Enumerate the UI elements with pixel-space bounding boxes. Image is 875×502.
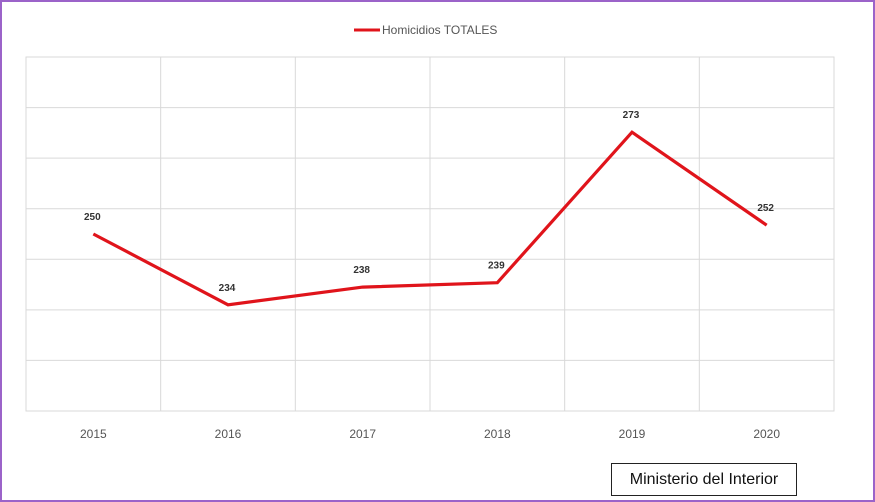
chart-legend: Homicidios TOTALES (354, 23, 497, 37)
data-label: 252 (757, 203, 774, 214)
data-label: 250 (84, 212, 101, 223)
x-tick-label: 2020 (753, 427, 780, 441)
x-tick-label: 2019 (619, 427, 646, 441)
data-label: 273 (623, 110, 640, 121)
x-tick-label: 2017 (349, 427, 376, 441)
x-tick-label: 2015 (80, 427, 107, 441)
data-label: 234 (219, 283, 236, 294)
data-label: 238 (353, 265, 370, 276)
series-group (92, 130, 768, 307)
x-tick-label: 2016 (215, 427, 242, 441)
data-labels: 250 234 238 239 273 252 (84, 110, 774, 294)
data-label: 239 (488, 261, 505, 272)
x-tick-label: 2018 (484, 427, 511, 441)
chart-grid (25, 56, 835, 412)
series-line (92, 130, 768, 307)
x-tick-labels: 2015 2016 2017 2018 2019 2020 (80, 427, 780, 441)
legend-label: Homicidios TOTALES (382, 23, 497, 37)
source-label: Ministerio del Interior (611, 463, 797, 496)
